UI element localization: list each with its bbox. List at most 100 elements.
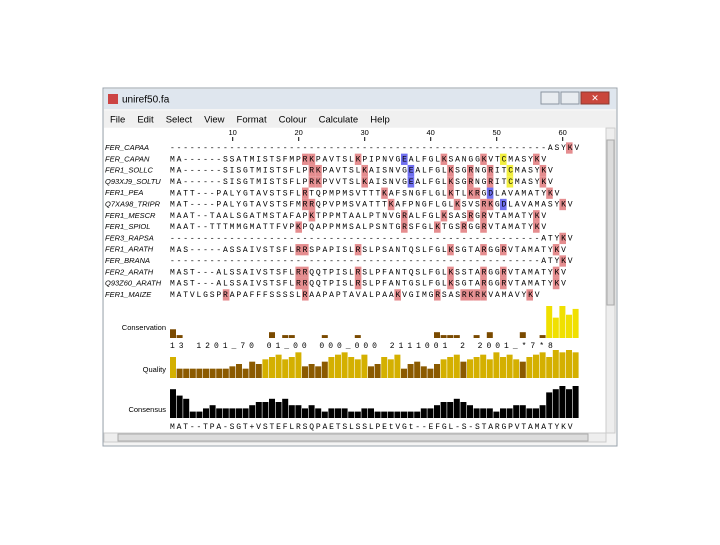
residue-highlight (480, 289, 487, 301)
residue-highlight (500, 198, 507, 211)
residue-highlight (480, 221, 487, 233)
consensus-bar (401, 411, 407, 418)
annotation-label: Quality (143, 365, 167, 374)
residue-highlight (394, 289, 401, 301)
residue-highlight (308, 198, 316, 211)
conservation-bar (539, 335, 546, 338)
consensus-bar (506, 408, 513, 418)
consensus-bar (566, 389, 572, 418)
residue-highlight (473, 187, 481, 199)
residue-highlight (467, 187, 474, 199)
quality-bar (269, 357, 275, 378)
residue-highlight (500, 266, 507, 278)
quality-bar (493, 352, 500, 378)
menu-item[interactable]: Format (237, 115, 267, 126)
residue-highlight (480, 244, 487, 256)
quality-bar (196, 368, 203, 378)
conservation-bar (321, 335, 328, 338)
minimize-button[interactable] (540, 91, 560, 105)
consensus-bar (513, 405, 520, 418)
consensus-bar (387, 411, 394, 418)
consensus-bar (460, 402, 467, 418)
residue-highlight (506, 176, 514, 188)
residue-highlight (434, 289, 441, 301)
residue-highlight (361, 164, 368, 177)
sequence-name: Q93XJ9_SOLTU (105, 177, 161, 186)
sequence-name: FER1_SPIOL (105, 222, 150, 231)
maximize-button[interactable] (560, 91, 580, 105)
menu-item[interactable]: Calculate (319, 115, 359, 126)
menu-item[interactable]: Colour (279, 115, 307, 126)
menu-item[interactable]: View (204, 115, 225, 126)
residue-highlight (486, 198, 494, 211)
consensus-bar (526, 408, 533, 418)
consensus-bar (176, 395, 183, 418)
conservation-bar (552, 317, 559, 338)
conservation-bar (282, 335, 289, 338)
residue-highlight (302, 266, 309, 278)
conservation-bar (447, 335, 454, 338)
quality-bar (447, 357, 454, 378)
ruler-label: 50 (493, 128, 501, 137)
residue-highlight (467, 289, 474, 301)
sequence-name: FER_CAPAN (105, 154, 150, 163)
residue-highlight (480, 198, 487, 211)
v-scroll-thumb[interactable] (606, 139, 615, 306)
menu-item[interactable]: File (110, 115, 125, 126)
close-button[interactable] (580, 91, 610, 105)
menu-item[interactable]: Edit (137, 115, 154, 126)
residue-highlight (434, 221, 441, 233)
residue-highlight (506, 164, 514, 177)
residue-highlight (552, 277, 560, 290)
quality-bar (519, 361, 526, 378)
residue-highlight (447, 187, 454, 199)
window-title: uniref50.fa (122, 95, 170, 106)
quality-bar (328, 357, 335, 378)
conservation-bar (559, 306, 566, 338)
menu-item[interactable]: Select (166, 115, 193, 126)
consensus-bar (519, 405, 526, 418)
residue-highlight (533, 210, 540, 222)
conservation-bar (354, 335, 361, 338)
consensus-bar (348, 411, 355, 418)
residue-highlight (447, 164, 454, 177)
consensus-bar (407, 411, 414, 418)
quality-bar (566, 350, 572, 378)
consensus-bar (209, 405, 216, 418)
conservation-bar (519, 332, 526, 338)
consensus-bar (302, 408, 308, 418)
sequence: MAST---ALSSAIVSTSFLRRQQTPISLRSLPFANTGSLF… (170, 280, 566, 289)
residue-highlight (302, 244, 309, 256)
residue-highlight (387, 198, 395, 211)
residue-highlight (467, 176, 474, 188)
residue-highlight (407, 164, 415, 177)
consensus-bar (361, 408, 368, 418)
sequence-name: FER_BRANA (105, 256, 150, 265)
consensus-bar (434, 405, 440, 418)
residue-highlight (473, 289, 481, 301)
residue-highlight (480, 210, 487, 222)
consensus-bar (308, 405, 315, 418)
quality-bar (533, 354, 539, 378)
residue-highlight (302, 289, 309, 301)
residue-highlight (447, 266, 454, 278)
conservation-bar (170, 329, 176, 338)
consensus-bar (473, 408, 480, 418)
consensus-bar (552, 389, 559, 418)
quality-bar (572, 352, 579, 378)
sequence-name: Q7XA98_TRIPR (105, 199, 161, 208)
quality-bar (295, 352, 302, 378)
conservation-bar (486, 332, 493, 338)
consensus-bar (295, 405, 302, 418)
quality-bar (453, 354, 460, 378)
quality-bar (229, 366, 236, 378)
h-scroll-thumb[interactable] (117, 433, 589, 442)
residue-highlight (480, 266, 487, 278)
consensus-bar (183, 398, 190, 418)
residue-highlight (361, 176, 368, 188)
residue-highlight (401, 210, 408, 222)
menu-item[interactable]: Help (370, 115, 390, 126)
sequence-name: FER2_ARATH (105, 267, 154, 276)
residue-highlight (308, 164, 316, 177)
consensus-bar (269, 398, 275, 418)
